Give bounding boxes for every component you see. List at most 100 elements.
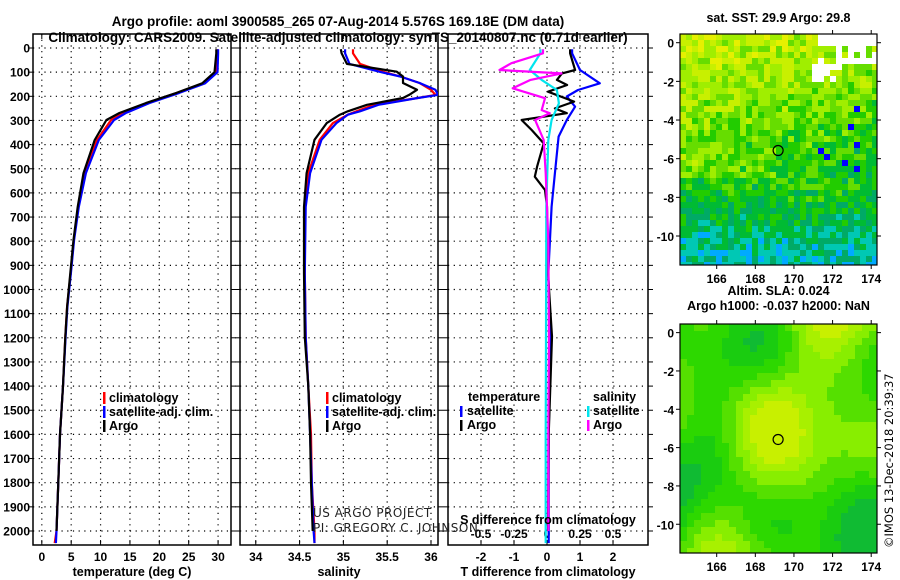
map-cell: [710, 58, 716, 64]
map-cell: [788, 208, 794, 214]
map-cell: [834, 527, 841, 534]
map-cell: [842, 262, 848, 265]
map-cell: [692, 226, 698, 232]
map-cell: [792, 359, 799, 366]
map-cell: [855, 513, 862, 520]
map-cell: [820, 380, 827, 387]
map-cell: [758, 172, 764, 178]
map-cell: [782, 208, 788, 214]
map-cell: [770, 136, 776, 142]
map-cell: [818, 250, 824, 256]
map-cell: [806, 380, 813, 387]
map-cell: [686, 148, 692, 154]
map-cell: [818, 100, 824, 106]
map-cell: [740, 46, 746, 52]
map-cell: [872, 244, 877, 250]
map-cell: [746, 250, 752, 256]
map-cell: [785, 478, 792, 485]
map-cell: [792, 534, 799, 541]
map-cell: [782, 130, 788, 136]
map-cell: [848, 166, 854, 172]
map-cell: [812, 100, 818, 106]
map-cell: [812, 238, 818, 244]
map-cell: [734, 178, 740, 184]
lat-tick-label: -2: [663, 365, 674, 379]
map-cell: [782, 154, 788, 160]
map-cell: [680, 256, 686, 262]
map-cell: [827, 506, 834, 513]
map-cell: [860, 136, 866, 142]
map-cell: [799, 541, 806, 548]
map-cell: [860, 250, 866, 256]
map-cell: [752, 256, 758, 262]
map-cell: [860, 238, 866, 244]
map-cell: [743, 352, 750, 359]
map-cell: [729, 541, 736, 548]
map-cell: [785, 429, 792, 436]
map-cell: [680, 401, 687, 408]
map-cell: [715, 408, 722, 415]
map-cell: [778, 541, 785, 548]
map-cell: [698, 118, 704, 124]
map-title: Altim. SLA: 0.024: [727, 284, 829, 298]
map-cell: [734, 190, 740, 196]
map-cell: [866, 94, 872, 100]
map-cell: [872, 202, 877, 208]
map-cell: [758, 46, 764, 52]
map-cell: [818, 58, 824, 64]
map-cell: [872, 112, 877, 118]
map-cell: [704, 244, 710, 250]
map-cell: [757, 478, 764, 485]
map-cell: [743, 394, 750, 401]
map-cell: [704, 64, 710, 70]
map-cell: [794, 82, 800, 88]
map-cell: [758, 88, 764, 94]
series-satellite-adj-clim: [303, 49, 438, 544]
map-cell: [704, 118, 710, 124]
map-cell: [728, 250, 734, 256]
map-cell: [792, 548, 799, 553]
map-cell: [758, 226, 764, 232]
map-cell: [728, 166, 734, 172]
map-cell: [692, 262, 698, 265]
map-cell: [827, 422, 834, 429]
map-cell: [841, 471, 848, 478]
map-cell: [764, 70, 770, 76]
map-cell: [788, 40, 794, 46]
map-cell: [782, 64, 788, 70]
map-cell: [740, 262, 746, 265]
map-cell: [698, 52, 704, 58]
map-cell: [794, 262, 800, 265]
map-cell: [694, 429, 701, 436]
map-cell: [734, 226, 740, 232]
lat-tick-label: -8: [663, 480, 674, 494]
map-cell: [757, 485, 764, 492]
map-cell: [788, 154, 794, 160]
map-cell: [862, 520, 869, 527]
map-cell: [812, 58, 818, 64]
map-cell: [848, 196, 854, 202]
map-cell: [841, 527, 848, 534]
map-cell: [743, 513, 750, 520]
lat-tick-label: 0: [667, 37, 674, 51]
map-cell: [752, 214, 758, 220]
map-cell: [806, 352, 813, 359]
map-cell: [860, 142, 866, 148]
map-cell: [715, 415, 722, 422]
map-cell: [736, 492, 743, 499]
map-cell: [680, 345, 687, 352]
map-cell: [758, 220, 764, 226]
map-cell: [708, 527, 715, 534]
map-cell: [771, 506, 778, 513]
map-cell: [836, 94, 842, 100]
map-cell: [764, 520, 771, 527]
map-cell: [799, 499, 806, 506]
map-cell: [740, 178, 746, 184]
map-cell: [698, 190, 704, 196]
map-cell: [776, 172, 782, 178]
map-cell: [869, 331, 876, 338]
map-cell: [812, 190, 818, 196]
map-cell: [836, 142, 842, 148]
map-cell: [722, 190, 728, 196]
map-cell: [866, 136, 872, 142]
